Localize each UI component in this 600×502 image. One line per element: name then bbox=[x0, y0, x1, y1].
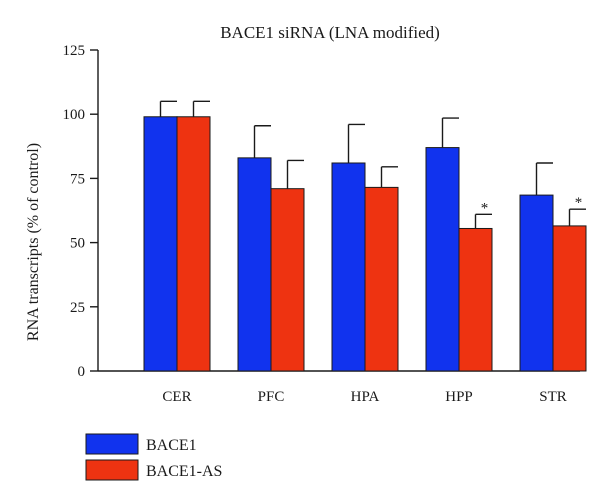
legend-label: BACE1-AS bbox=[146, 463, 222, 480]
x-tick-label: STR bbox=[539, 389, 567, 405]
bar-bace1-as-hpa bbox=[364, 186, 399, 372]
bar-bace1-as-pfc bbox=[270, 188, 305, 372]
y-ticks: 0 25 50 75 100 125 bbox=[63, 43, 98, 380]
bar-bace1-str bbox=[519, 194, 554, 372]
y-tick-label: 125 bbox=[63, 43, 86, 59]
y-tick-label: 50 bbox=[70, 236, 85, 252]
legend-swatch-bace1 bbox=[85, 433, 139, 455]
bar-bace1-as-cer bbox=[176, 116, 211, 372]
legend: BACE1 BACE1-AS bbox=[85, 433, 222, 481]
bar-bace1-hpp bbox=[425, 147, 460, 372]
legend-swatch-bace1-as bbox=[85, 459, 139, 481]
bar-bace1-as-hpp bbox=[458, 227, 493, 372]
chart-title: BACE1 siRNA (LNA modified) bbox=[220, 23, 440, 42]
y-tick-label: 100 bbox=[63, 107, 86, 123]
y-tick-label: 25 bbox=[70, 300, 85, 316]
significance-marker: * bbox=[481, 200, 489, 216]
legend-label: BACE1 bbox=[146, 437, 197, 454]
bar-bace1-as-str bbox=[552, 225, 587, 372]
significance-marker: * bbox=[575, 195, 583, 211]
x-tick-label: HPP bbox=[445, 389, 473, 405]
x-tick-label: CER bbox=[162, 389, 191, 405]
x-tick-label: PFC bbox=[258, 389, 285, 405]
y-tick-label: 0 bbox=[78, 364, 86, 380]
bar-bace1-pfc bbox=[237, 157, 272, 372]
x-tick-label: HPA bbox=[351, 389, 380, 405]
x-tick-labels: CER PFC HPA HPP STR bbox=[162, 389, 566, 405]
bar-bace1-hpa bbox=[331, 162, 366, 372]
y-tick-label: 75 bbox=[70, 171, 85, 187]
bar-bace1-cer bbox=[143, 116, 178, 372]
y-axis-label: RNA transcripts (% of control) bbox=[25, 143, 42, 341]
bars: * * bbox=[143, 100, 587, 372]
